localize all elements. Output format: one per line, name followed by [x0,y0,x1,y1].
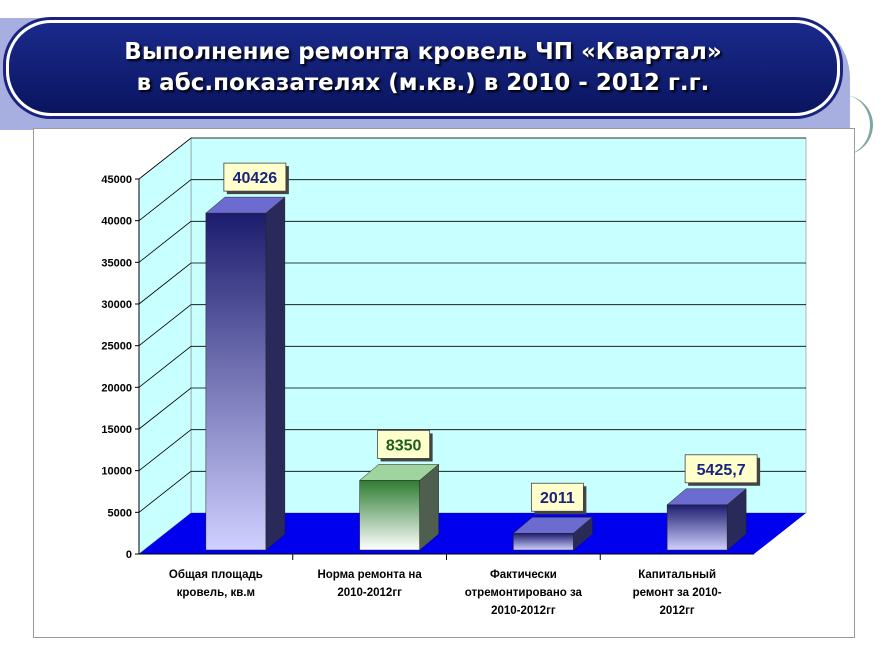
gridline [138,304,806,346]
bar-front-face [666,504,728,551]
category-label: 2010-2012гг [337,587,402,599]
data-label-3: 2011 [540,490,575,507]
y-tick-label: 10000 [101,466,132,478]
chart-floor [139,513,806,554]
gridline [138,262,806,305]
gridline [138,387,806,430]
data-label-2: 8350 [386,437,422,454]
y-tick-label: 40000 [101,216,132,228]
chart-frame: 0 5000 10000 15000 20000 25000 30000 35000 40000… [33,128,855,638]
gridline [138,179,806,221]
category-label: Общая площадь [169,569,263,581]
slide-title-line-2: в абс.показателях (м.кв.) в 2010 - 2012 … [136,70,710,96]
y-tick-label: 25000 [101,341,132,353]
bar-chart: 0 5000 10000 15000 20000 25000 30000 35000 40000… [101,137,807,617]
y-tick-label: 15000 [101,424,132,436]
category-label: отремонтировано за [465,587,583,599]
category-label: кровель, кв.м [177,587,255,599]
category-label: ремонт за 2010- [633,587,722,599]
bar-top-face [358,464,440,481]
y-tick-label: 20000 [101,382,132,394]
y-tick-label: 30000 [101,299,132,311]
data-label-1: 40426 [233,170,278,187]
data-label-box [530,482,584,512]
gridline [138,429,806,471]
arc-decoration [830,95,873,155]
bar-front-face [359,480,420,551]
y-tick-label: 45000 [101,174,132,186]
y-tick-label: 35000 [101,257,132,269]
gridline [138,220,806,263]
bar-2 [358,463,440,551]
category-label: 2012гг [660,605,695,617]
chart-back-wall [190,137,807,514]
slide-title-line-1: Выполнение ремонта кровель ЧП «Квартал» [124,39,722,65]
gridline [138,345,806,388]
bar-front-face [513,532,574,551]
y-tick-label: 0 [126,549,132,561]
bar-1 [205,196,286,551]
data-label-4: 5425,7 [697,462,746,479]
bar-top-face [666,488,747,506]
gridline [138,470,806,513]
data-label-box [223,162,287,192]
data-label-box [377,430,431,459]
category-label: 2010-2012гг [491,605,556,617]
category-label: Норма ремонта на [317,569,422,581]
category-label: Фактически [490,569,557,581]
bar-3 [512,516,594,551]
gridline [138,137,806,180]
slide-title-banner: Выполнение ремонта кровель ЧП «Квартал» … [6,20,840,116]
y-tick-label: 5000 [108,507,132,519]
category-label: Капитальный [638,569,716,581]
bar-4 [666,488,747,551]
bar-side-face [265,196,286,551]
bar-front-face [205,212,267,551]
bar-top-face [205,196,286,214]
bar-top-face [512,516,594,534]
data-label-box [684,454,758,484]
